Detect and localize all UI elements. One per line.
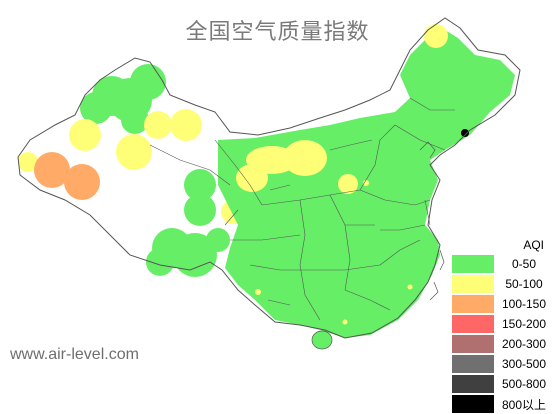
province-borders xyxy=(149,97,455,321)
legend-swatch xyxy=(452,355,494,373)
site-watermark: www.air-level.com xyxy=(10,346,139,363)
china-aqi-map xyxy=(17,17,521,350)
legend-swatch xyxy=(452,295,494,313)
legend-label: 50-100 xyxy=(505,277,543,291)
legend-label: 150-200 xyxy=(501,317,547,331)
legend-label: 100-150 xyxy=(501,297,547,311)
legend-swatch xyxy=(452,335,494,353)
legend-item: 500-800 xyxy=(452,374,552,394)
legend-item: 200-300 xyxy=(452,334,552,354)
country-border xyxy=(17,17,521,339)
legend-label: 800以上 xyxy=(501,397,547,412)
aqi-legend: AQI 0-50 50-100 100-150 150-200 200-300 300-5… xyxy=(452,236,552,414)
legend-item: 800以上 xyxy=(452,394,552,414)
legend-item: 100-150 xyxy=(452,294,552,314)
coastline-details xyxy=(419,141,445,301)
legend-swatch xyxy=(452,315,494,333)
map-title: 全国空气质量指数 xyxy=(185,20,370,45)
legend-swatch xyxy=(452,255,494,273)
legend-swatch xyxy=(452,275,494,293)
coverage-moderate-east xyxy=(236,140,413,325)
legend-label: 500-800 xyxy=(501,377,547,391)
coverage-sensitive-west xyxy=(34,152,100,200)
legend-label: 0-50 xyxy=(511,257,537,271)
legend-header: AQI xyxy=(523,238,544,252)
coverage-good-west xyxy=(80,64,230,277)
legend-item: 50-100 xyxy=(452,274,552,294)
legend-label: 200-300 xyxy=(501,337,547,351)
hainan-island xyxy=(311,330,333,350)
legend-item: 0-50 xyxy=(452,254,552,274)
legend-swatch xyxy=(452,395,494,413)
coverage-moderate-west xyxy=(18,109,245,224)
legend-item: 300-500 xyxy=(452,354,552,374)
legend-label: 300-500 xyxy=(501,357,547,371)
legend-swatch xyxy=(452,375,494,393)
legend-item: 150-200 xyxy=(452,314,552,334)
